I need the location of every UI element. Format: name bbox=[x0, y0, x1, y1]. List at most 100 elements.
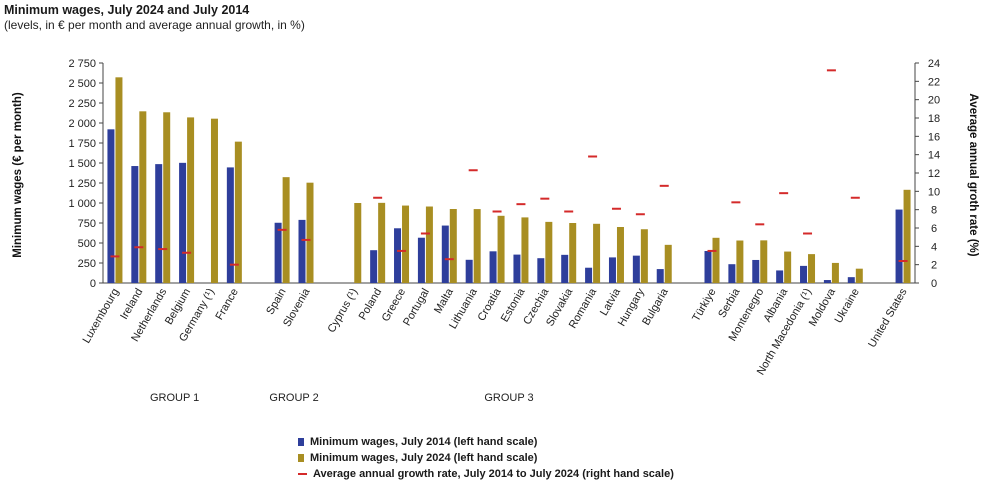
bar-2024-czechia bbox=[545, 221, 553, 283]
bar-2014-czechia bbox=[537, 258, 545, 283]
right-tick-label: 6 bbox=[931, 223, 937, 235]
legend-item-growth: Average annual growth rate, July 2014 to… bbox=[298, 466, 674, 482]
left-axis-title: Minimum wages (€ per month) bbox=[12, 92, 24, 258]
bar-2024-germany bbox=[210, 118, 218, 284]
bar-2024-estonia bbox=[521, 217, 529, 283]
chart-legend: Minimum wages, July 2014 (left hand scal… bbox=[298, 434, 674, 482]
legend-item-2014: Minimum wages, July 2014 (left hand scal… bbox=[298, 434, 674, 450]
bar-2014-moldova bbox=[823, 280, 831, 283]
bar-2024-slovenia bbox=[306, 182, 314, 283]
bar-2014-montenegro bbox=[752, 259, 760, 283]
bar-2014-serbia bbox=[728, 264, 736, 283]
left-tick-label: 500 bbox=[78, 238, 96, 250]
bar-2024-montenegro bbox=[760, 240, 768, 283]
left-tick-label: 2 500 bbox=[68, 78, 96, 90]
bar-2024-bulgaria bbox=[664, 244, 672, 283]
category-label-latvia: Latvia bbox=[598, 286, 624, 318]
legend-swatch-growth bbox=[298, 473, 307, 475]
bar-2014-poland bbox=[370, 250, 378, 283]
right-tick-label: 8 bbox=[931, 205, 937, 217]
right-tick-label: 4 bbox=[931, 241, 937, 253]
bar-2014-croatia bbox=[489, 251, 497, 283]
bar-2024-ukraine bbox=[855, 268, 863, 283]
right-tick-label: 24 bbox=[928, 58, 940, 70]
bar-2024-belgium bbox=[187, 117, 195, 284]
right-tick-label: 18 bbox=[928, 113, 940, 125]
bar-2024-malta bbox=[449, 209, 457, 283]
bar-2014-greece bbox=[394, 228, 402, 283]
category-label-spain: Spain bbox=[264, 287, 288, 317]
right-tick-label: 16 bbox=[928, 131, 940, 143]
right-tick-label: 22 bbox=[928, 76, 940, 88]
group-label-group-3: GROUP 3 bbox=[484, 392, 533, 404]
bar-2024-cyprus bbox=[354, 203, 362, 283]
left-tick-label: 2 000 bbox=[68, 118, 96, 130]
bar-2014-lithuania bbox=[465, 259, 473, 283]
bar-2014-luxembourg bbox=[107, 129, 115, 283]
bar-2014-malta bbox=[441, 225, 449, 283]
legend-swatch-2014 bbox=[298, 438, 304, 446]
bar-2014-ukraine bbox=[847, 277, 855, 283]
bar-2014-latvia bbox=[608, 257, 616, 283]
chart-plot: 0 250 500 750 1 000 1 250 1 500 1 750 2 000 2 250… bbox=[12, 58, 979, 404]
bar-2014-hungary bbox=[632, 255, 640, 283]
right-tick-label: 10 bbox=[928, 186, 940, 198]
bar-2024-romania bbox=[593, 223, 601, 283]
group-label-group-1: GROUP 1 bbox=[150, 392, 199, 404]
bar-2024-ireland bbox=[139, 111, 147, 283]
bar-2014-albania bbox=[776, 270, 784, 283]
bar-2014-portugal bbox=[417, 237, 425, 283]
bar-2014-ireland bbox=[131, 166, 139, 283]
category-label-united-states: United States bbox=[866, 286, 910, 350]
bar-2024-united-states bbox=[903, 189, 911, 283]
bar-2014-slovenia bbox=[298, 219, 306, 283]
bar-2024-lithuania bbox=[473, 209, 481, 283]
bar-2024-hungary bbox=[640, 229, 648, 283]
legend-label-2014: Minimum wages, July 2014 (left hand scal… bbox=[310, 436, 538, 448]
bar-2024-poland bbox=[378, 202, 386, 283]
bar-2024-turkiye bbox=[712, 237, 720, 283]
bar-2024-north-macedonia bbox=[808, 254, 816, 283]
left-tick-label: 2 250 bbox=[68, 98, 96, 110]
bar-2014-slovakia bbox=[561, 254, 569, 283]
legend-swatch-2024 bbox=[298, 454, 304, 462]
bar-2014-bulgaria bbox=[656, 269, 664, 283]
right-tick-label: 2 bbox=[931, 260, 937, 272]
bar-2014-estonia bbox=[513, 254, 521, 283]
category-label-malta: Malta bbox=[432, 286, 456, 316]
right-tick-label: 0 bbox=[931, 278, 937, 290]
bar-2024-albania bbox=[784, 251, 792, 283]
bar-2014-romania bbox=[585, 267, 593, 283]
bar-2024-croatia bbox=[497, 215, 505, 283]
left-tick-label: 750 bbox=[78, 218, 96, 230]
legend-label-2024: Minimum wages, July 2024 (left hand scal… bbox=[310, 452, 538, 464]
legend-item-2024: Minimum wages, July 2024 (left hand scal… bbox=[298, 450, 674, 466]
bar-2024-netherlands bbox=[163, 112, 171, 283]
bar-2014-turkiye bbox=[704, 251, 712, 283]
left-tick-label: 0 bbox=[90, 278, 96, 290]
chart-subtitle: (levels, in € per month and average annu… bbox=[4, 18, 305, 32]
bar-2014-united-states bbox=[895, 209, 903, 283]
right-axis-title: Average annual groth rate (%) bbox=[967, 93, 979, 256]
bar-2014-north-macedonia bbox=[800, 265, 808, 283]
legend-label-growth: Average annual growth rate, July 2014 to… bbox=[313, 468, 674, 480]
left-tick-label: 1 500 bbox=[68, 158, 96, 170]
bar-2014-belgium bbox=[179, 162, 187, 283]
category-label-france: France bbox=[213, 287, 241, 323]
bar-2024-luxembourg bbox=[115, 77, 123, 283]
right-tick-label: 12 bbox=[928, 168, 940, 180]
left-tick-label: 2 750 bbox=[68, 58, 96, 70]
left-tick-label: 250 bbox=[78, 258, 96, 270]
group-label-group-2: GROUP 2 bbox=[269, 392, 318, 404]
bar-2024-latvia bbox=[616, 227, 624, 283]
chart-title: Minimum wages, July 2024 and July 2014 bbox=[4, 3, 250, 17]
bar-2014-netherlands bbox=[155, 164, 163, 283]
category-label-cyprus: Cyprus (¹) bbox=[326, 287, 361, 335]
left-tick-label: 1 750 bbox=[68, 138, 96, 150]
bar-2014-france bbox=[226, 167, 234, 283]
bar-2024-portugal bbox=[425, 206, 433, 283]
bar-2024-serbia bbox=[736, 240, 744, 283]
right-tick-label: 20 bbox=[928, 95, 940, 107]
left-tick-label: 1 000 bbox=[68, 198, 96, 210]
bar-2024-moldova bbox=[831, 262, 839, 283]
